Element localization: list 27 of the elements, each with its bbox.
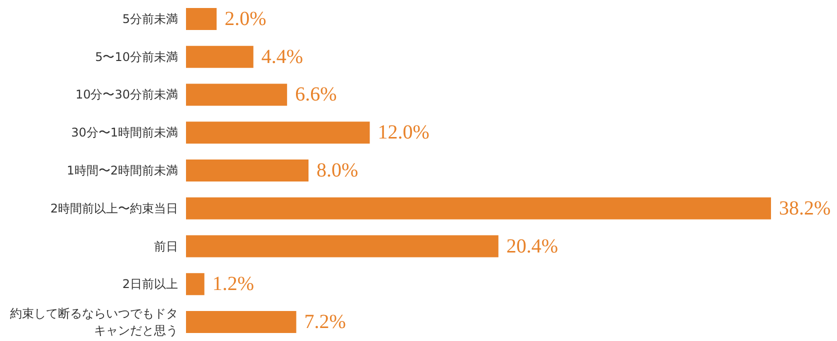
y-tick-label: 前日 bbox=[154, 239, 178, 254]
y-tick-label: 約束して断るならいつでもドタキャンだと思う bbox=[10, 306, 178, 338]
bar bbox=[186, 122, 370, 144]
bar bbox=[186, 273, 204, 296]
data-label: 12.0% bbox=[378, 122, 430, 144]
data-label: 20.4% bbox=[506, 235, 558, 258]
bar bbox=[186, 8, 217, 30]
y-tick-label: 1時間〜2時間前未満 bbox=[66, 164, 178, 178]
y-tick-label: 2日前以上 bbox=[122, 277, 178, 292]
data-label: 8.0% bbox=[316, 160, 358, 182]
bar bbox=[186, 160, 309, 182]
bar bbox=[186, 46, 254, 68]
y-tick-label: 10分〜30分前未満 bbox=[75, 88, 178, 102]
y-tick-label: 30分〜1時間前未満 bbox=[71, 126, 178, 140]
data-label: 6.6% bbox=[295, 84, 337, 106]
data-label: 1.2% bbox=[212, 273, 254, 296]
data-label: 4.4% bbox=[261, 46, 304, 68]
data-label: 38.2% bbox=[779, 197, 831, 220]
data-label: 7.2% bbox=[304, 311, 346, 334]
y-tick-label: 5〜10分前未満 bbox=[95, 50, 178, 64]
bar bbox=[186, 197, 771, 220]
data-label: 2.0% bbox=[224, 8, 266, 30]
bar bbox=[186, 84, 288, 106]
y-tick-label: 2時間前以上〜約束当日 bbox=[50, 201, 178, 216]
y-tick-label: 5分前未満 bbox=[122, 12, 178, 26]
bar bbox=[186, 235, 498, 258]
bar bbox=[186, 311, 296, 334]
